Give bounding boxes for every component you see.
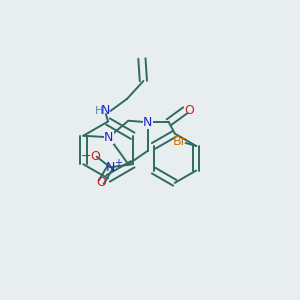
Text: O: O [184,104,194,117]
Text: N: N [106,161,115,174]
Text: N: N [101,104,111,118]
Text: O: O [90,150,100,163]
Text: −: − [81,150,92,163]
Text: N: N [143,116,152,129]
Text: H: H [95,106,103,116]
Text: O: O [96,176,106,189]
Text: Br: Br [173,135,187,148]
Text: N: N [104,131,113,144]
Text: +: + [114,158,122,168]
